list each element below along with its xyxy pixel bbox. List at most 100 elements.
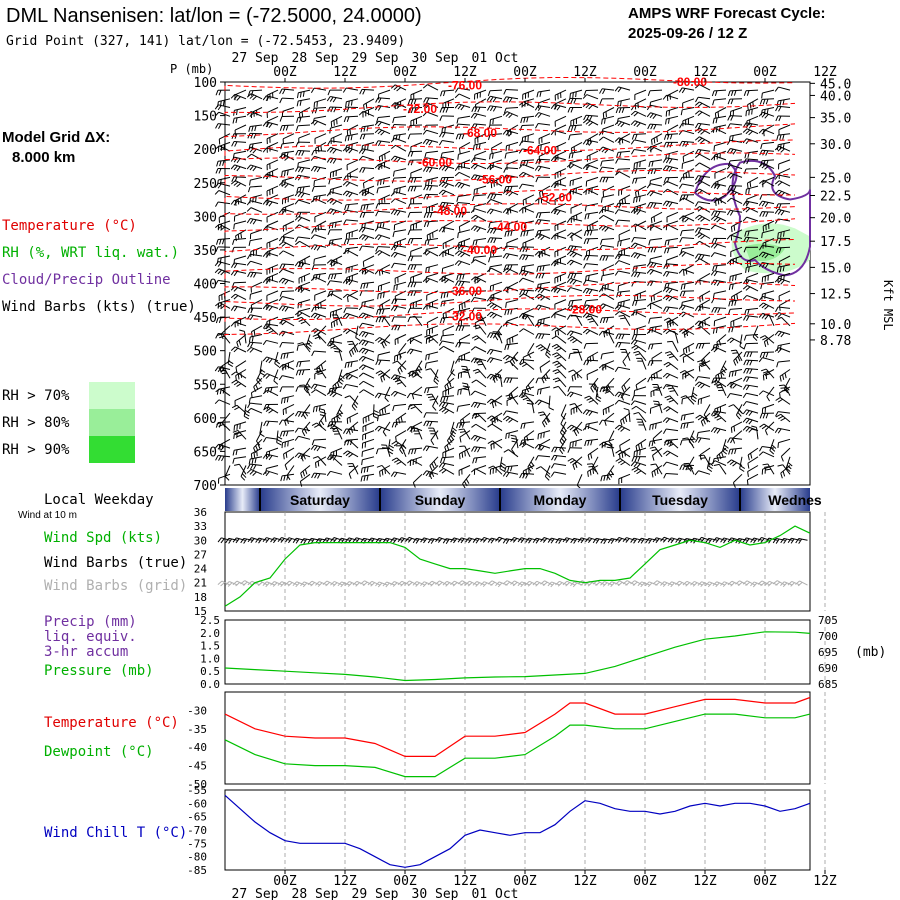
barb-feather (423, 97, 427, 103)
barb-feather (508, 113, 513, 119)
barb-staff (505, 89, 519, 91)
barb-feather (216, 161, 219, 167)
wind-barb (776, 133, 791, 141)
wind-barb (631, 133, 647, 140)
wind-barb (502, 129, 519, 137)
barb-feather (279, 125, 283, 131)
barb-feather (588, 140, 593, 146)
barb-feather (310, 87, 315, 94)
barb-staff (394, 137, 407, 143)
barb-feather (332, 148, 337, 154)
barb-feather (665, 119, 667, 125)
barb-feather (695, 123, 699, 129)
barb-staff (330, 140, 343, 143)
barb-feather (326, 147, 332, 152)
wind-barb (439, 107, 455, 113)
barb-feather (391, 144, 396, 150)
barb-staff (330, 133, 343, 140)
barb-feather (588, 104, 593, 110)
barb-staff (715, 107, 727, 114)
wind-barb (602, 107, 615, 119)
barb-feather (712, 118, 715, 124)
barb-staff (249, 89, 263, 92)
legend-rh: RH (%, WRT liq. wat.) (2, 245, 179, 261)
wind-barb (489, 115, 503, 126)
wind-barb (646, 104, 663, 111)
local-weekday-label: Local Weekday (44, 492, 154, 508)
wind-barb (598, 136, 615, 143)
barb-feather (252, 95, 257, 101)
barb-feather (218, 146, 220, 152)
barb-staff (522, 140, 535, 143)
barb-feather (299, 92, 302, 98)
barb-feather (313, 102, 316, 108)
barb-feather (415, 118, 418, 124)
barb-staff (426, 97, 439, 100)
barb-feather (374, 120, 380, 126)
barb-feather (279, 116, 283, 122)
barb-staff (474, 89, 487, 95)
wind-barb (536, 89, 551, 98)
wind-barb (568, 133, 583, 141)
wind-barb (326, 146, 343, 154)
barb-feather (214, 268, 220, 274)
barb-feather (445, 102, 447, 108)
wind-barb (534, 105, 551, 111)
barb-staff (474, 133, 487, 139)
wind-barb (713, 141, 727, 152)
barb-feather (346, 116, 350, 122)
barb-feather (508, 144, 510, 151)
barb-feather (214, 111, 220, 117)
barb-staff (505, 107, 519, 109)
barb-feather (358, 148, 363, 154)
barb-feather (282, 89, 286, 95)
barb-feather (682, 141, 686, 147)
barb-feather (650, 124, 654, 130)
barb-feather (567, 125, 571, 132)
barb-feather (631, 134, 635, 140)
barb-feather (526, 116, 529, 123)
wind-barb (470, 112, 487, 119)
barb-staff (522, 115, 535, 119)
wind-barb (279, 97, 295, 104)
barb-feather (254, 125, 257, 132)
wind-barb (567, 124, 583, 132)
barb-feather (556, 105, 561, 111)
barb-feather (455, 123, 459, 130)
barb-feather (454, 103, 459, 109)
wind-barb (615, 107, 631, 114)
barb-staff (282, 88, 295, 91)
barb-feather (669, 133, 673, 140)
barb-feather (365, 110, 367, 117)
barb-feather (557, 93, 559, 100)
barb-staff (650, 104, 663, 108)
wind-barb (745, 107, 759, 117)
barb-feather (295, 125, 299, 132)
wind-barb (234, 124, 247, 136)
barb-feather (521, 102, 527, 108)
barb-staff (586, 102, 599, 108)
barb-staff (538, 89, 551, 93)
barb-feather (492, 106, 497, 112)
barb-feather (614, 137, 620, 142)
wind-barb (503, 107, 519, 114)
barb-staff (570, 89, 583, 94)
barb-feather (251, 143, 254, 150)
barb-feather (491, 148, 493, 154)
barb-feather (726, 139, 731, 146)
barb-feather (617, 138, 623, 144)
barb-feather (217, 183, 222, 189)
wind-barb (442, 98, 455, 109)
barb-feather (474, 138, 476, 144)
barb-feather (554, 95, 556, 101)
model-grid-label: Model Grid ΔX: (2, 129, 110, 146)
barb-feather (474, 106, 478, 113)
barb-feather (733, 90, 737, 96)
barb-feather (573, 146, 576, 153)
barb-feather (279, 97, 283, 104)
barb-feather (505, 97, 510, 103)
barb-feather (422, 129, 427, 135)
barb-staff (218, 104, 231, 108)
barb-staff (682, 98, 695, 104)
wind-barb (582, 118, 599, 127)
